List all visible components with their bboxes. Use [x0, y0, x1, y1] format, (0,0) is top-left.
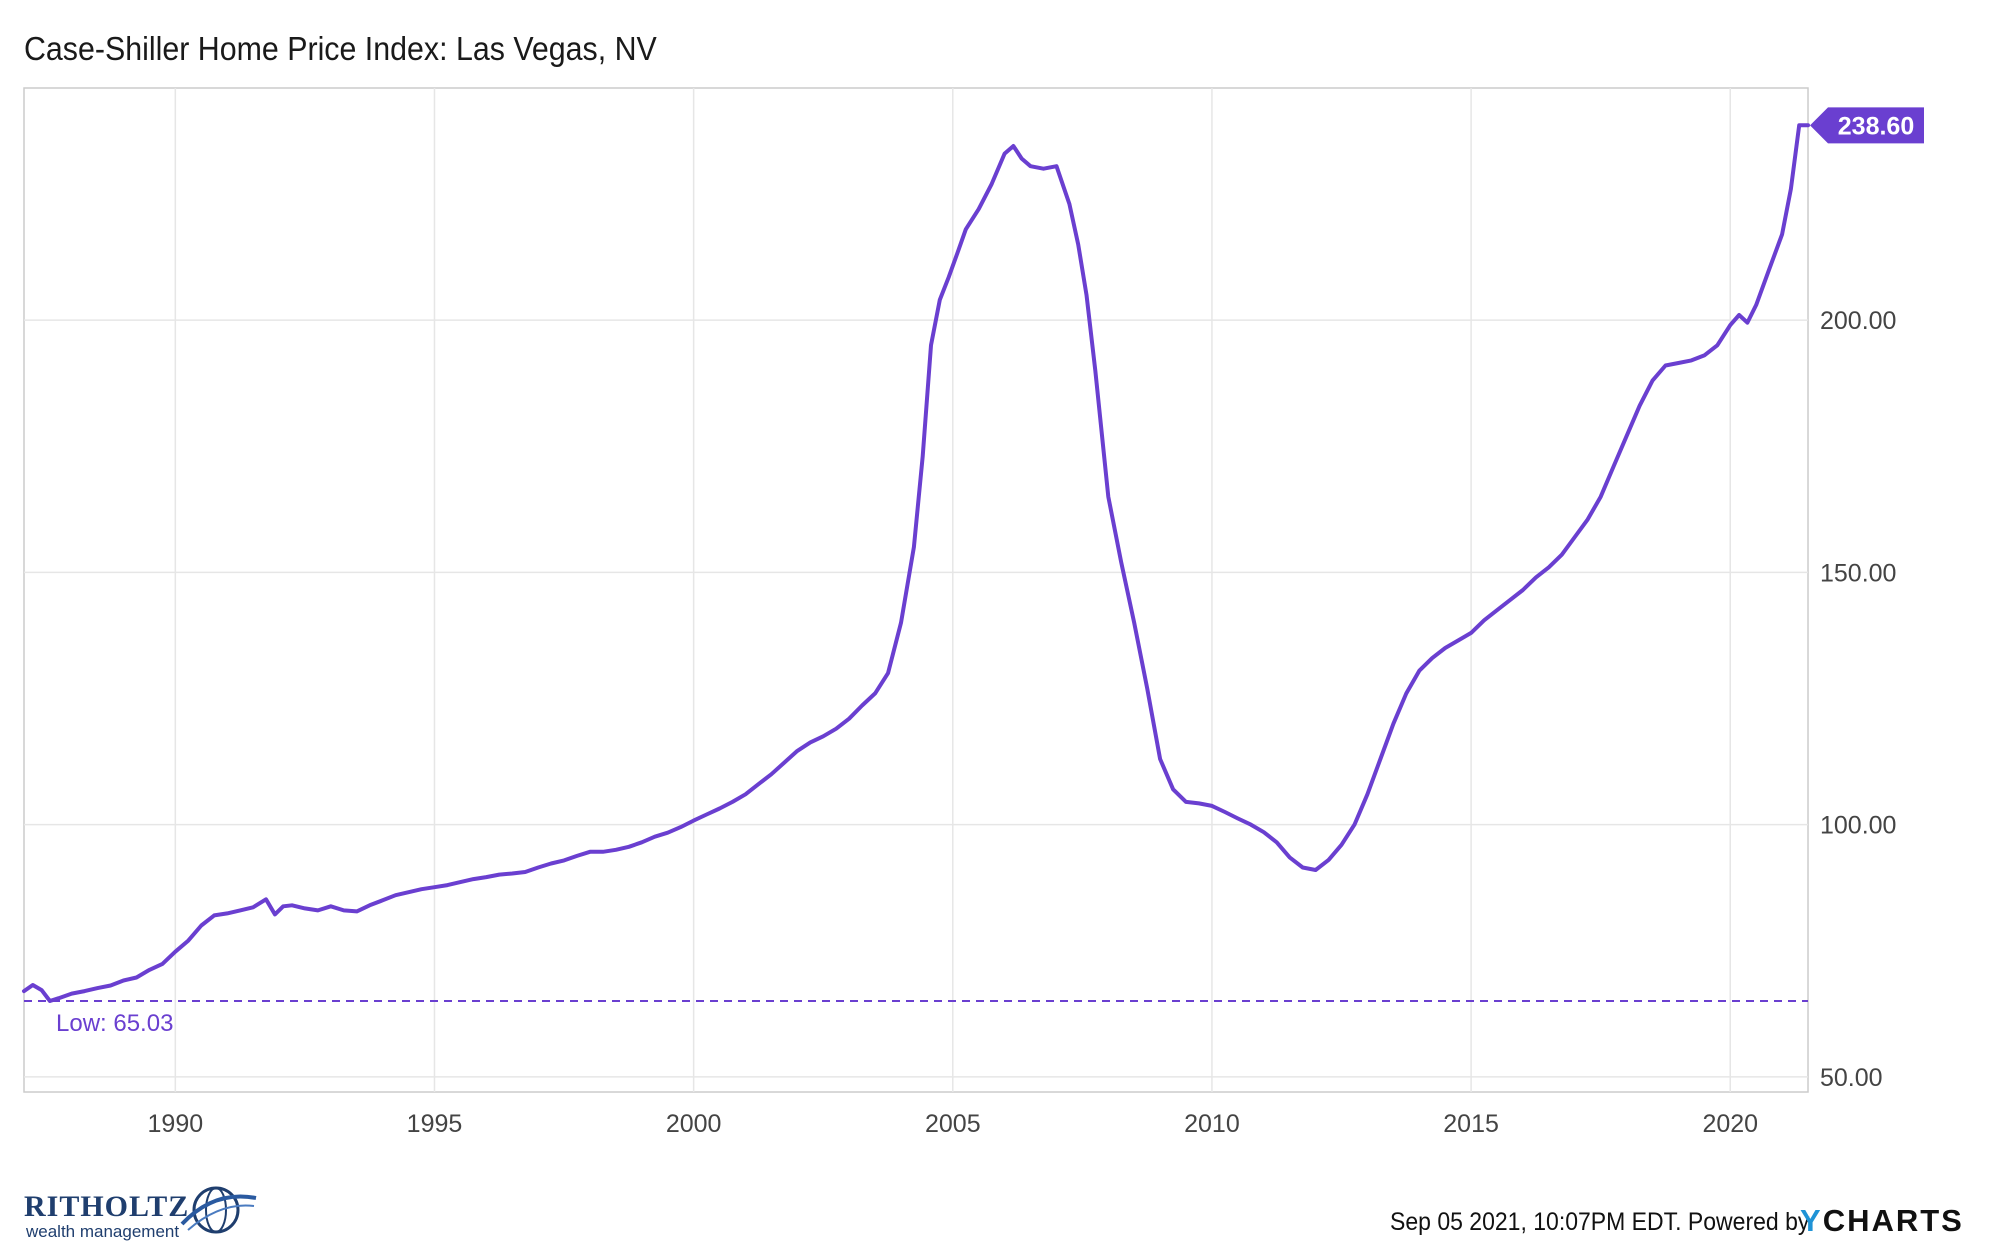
gridlines: [24, 88, 1808, 1092]
y-tick-label: 50.00: [1820, 1064, 1883, 1092]
logo-subtitle: wealth management: [26, 1222, 180, 1241]
ycharts-logo[interactable]: YCHARTS: [1800, 1203, 1964, 1239]
plot-frame: [23, 87, 1809, 1093]
footer-powered-by: Powered by: [1687, 1208, 1810, 1236]
last-value-label: 238.60: [1838, 112, 1914, 140]
series-line: [22, 123, 1810, 1003]
y-tick-label: 100.00: [1820, 812, 1896, 840]
ritholtz-logo[interactable]: RITHOLTZ wealth management: [24, 1180, 264, 1241]
y-tick-label: 150.00: [1820, 559, 1896, 587]
footer-text: Sep 05 2021, 10:07PM EDT. Powered by: [1390, 1208, 1809, 1237]
x-tick-label: 2000: [666, 1110, 722, 1138]
low-label: Low: 65.03: [56, 1010, 173, 1037]
axis-labels: 1990 1995 2000 2005 2010 2015 2020 50.00 100.00 1…: [148, 307, 1897, 1138]
x-tick-label: 1995: [407, 1110, 463, 1138]
chart-title: Case-Shiller Home Price Index: Las Vegas…: [24, 30, 657, 67]
x-tick-label: 2005: [925, 1110, 981, 1138]
series-group: [22, 123, 1810, 1003]
last-value-group: 238.60: [1810, 107, 1924, 144]
logo-name: RITHOLTZ: [24, 1190, 190, 1223]
x-tick-label: 2015: [1443, 1110, 1499, 1138]
y-tick-label: 200.00: [1820, 307, 1896, 335]
plot-border: [23, 87, 1809, 1093]
globe-swoosh-icon: [180, 1186, 257, 1234]
x-tick-label: 1990: [148, 1110, 204, 1138]
last-value-badge: [1810, 107, 1924, 144]
ycharts-logo-y: Y: [1800, 1203, 1823, 1238]
ycharts-logo-rest: CHARTS: [1822, 1203, 1964, 1238]
x-tick-label: 2020: [1702, 1110, 1758, 1138]
footer-timestamp: Sep 05 2021, 10:07PM EDT.: [1390, 1208, 1682, 1236]
low-line-group: Low: 65.03: [24, 1000, 1808, 1037]
x-tick-label: 2010: [1184, 1110, 1240, 1138]
